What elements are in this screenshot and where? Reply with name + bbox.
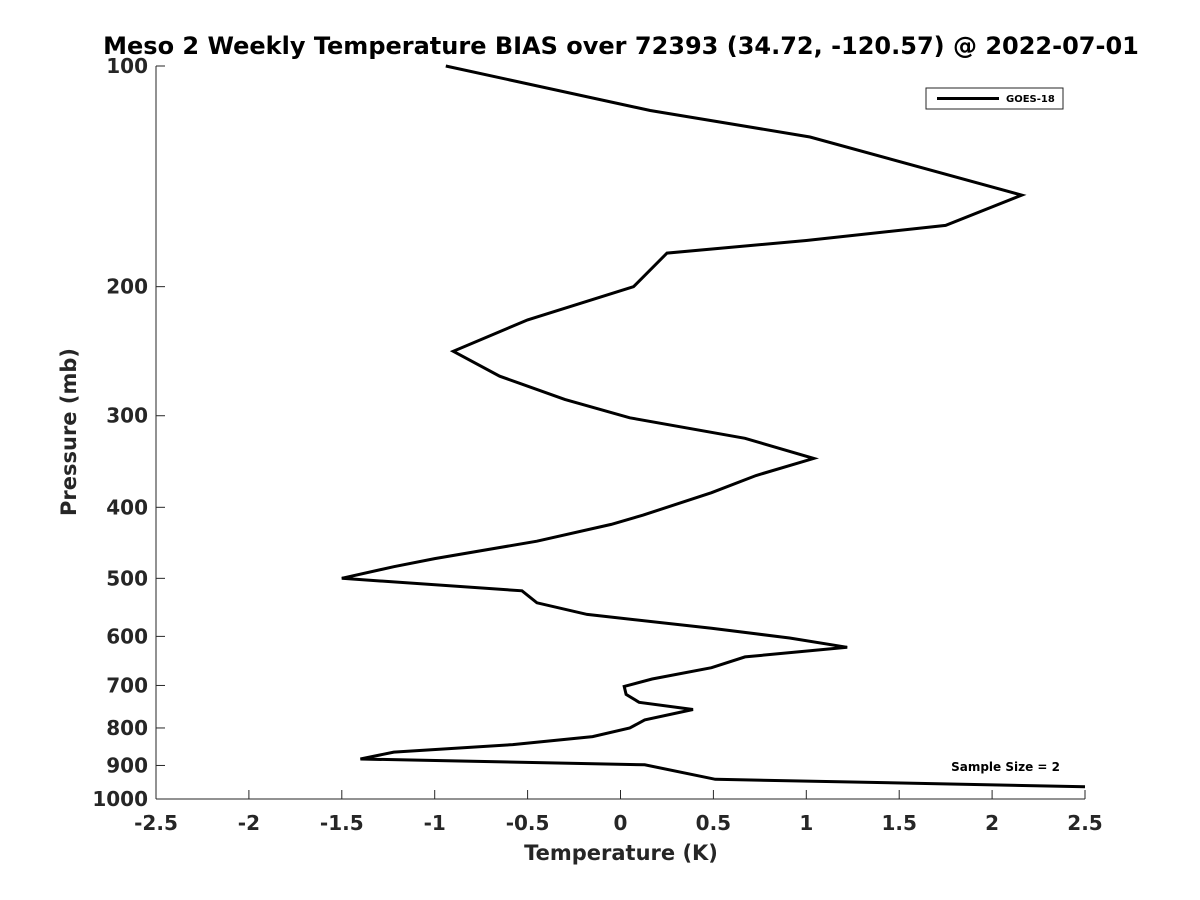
- x-ticks: -2.5 -2 -1.5 -1 -0.5 0 0.5 1 1.5 2 2.5: [134, 790, 1103, 835]
- x-tick-label: -2: [238, 811, 260, 835]
- x-tick-label: 0: [614, 811, 628, 835]
- y-tick-label: 300: [106, 404, 148, 428]
- x-tick-label: -1.5: [320, 811, 364, 835]
- y-tick-label: 500: [106, 566, 148, 590]
- series-line-goes-18: [341, 64, 1086, 789]
- y-tick-label: 800: [106, 716, 148, 740]
- y-tick-label: 400: [106, 495, 148, 519]
- legend-label: GOES-18: [1006, 94, 1055, 105]
- x-tick-label: 2.5: [1067, 811, 1102, 835]
- y-ticks: 100 200 300 400 500 600 700 800 900 1000: [92, 54, 165, 811]
- x-axis-label: Temperature (K): [524, 841, 718, 865]
- y-tick-label: 700: [106, 673, 148, 697]
- x-tick-label: 0.5: [696, 811, 731, 835]
- x-tick-label: -0.5: [506, 811, 550, 835]
- y-axis-label: Pressure (mb): [57, 348, 81, 516]
- legend: GOES-18: [925, 87, 1064, 110]
- x-tick-label: 1.5: [881, 811, 916, 835]
- chart-title: Meso 2 Weekly Temperature BIAS over 7239…: [103, 32, 1139, 60]
- x-tick-label: 1: [799, 811, 813, 835]
- y-tick-label: 600: [106, 624, 148, 648]
- sample-size-annotation: Sample Size = 2: [951, 760, 1060, 774]
- x-tick-label: -2.5: [134, 811, 178, 835]
- y-tick-label: 1000: [92, 787, 148, 811]
- plot-area: -2.5 -2 -1.5 -1 -0.5 0 0.5 1 1.5 2 2.5 100 200 300 40…: [92, 54, 1102, 835]
- x-tick-label: 2: [985, 811, 999, 835]
- x-tick-label: -1: [424, 811, 446, 835]
- y-tick-label: 200: [106, 275, 148, 299]
- y-tick-label: 100: [106, 54, 148, 78]
- series-layer: [341, 64, 1086, 789]
- y-tick-label: 900: [106, 753, 148, 777]
